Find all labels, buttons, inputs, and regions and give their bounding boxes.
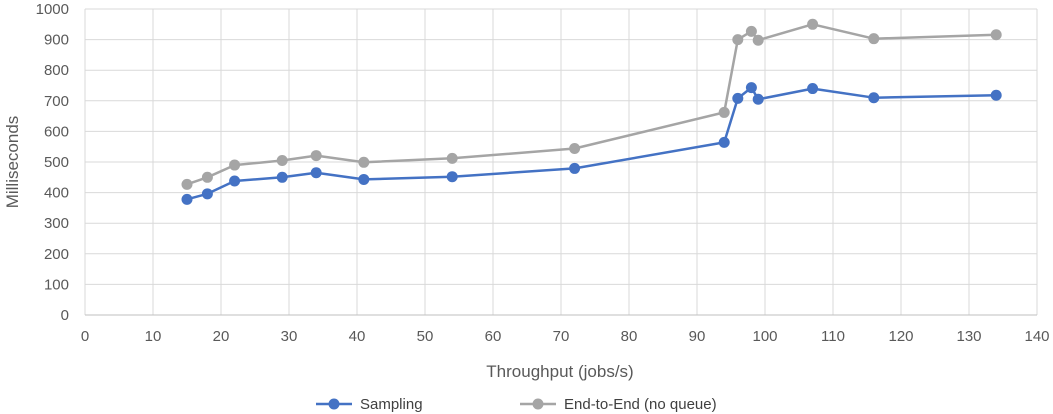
y-tick-label: 400	[44, 185, 69, 202]
gridlines	[84, 8, 1038, 315]
legend-item: Sampling	[316, 396, 423, 413]
legend-marker	[328, 398, 340, 410]
x-tick-label: 40	[349, 328, 366, 345]
data-point	[229, 159, 241, 171]
series-end-to-end	[181, 18, 1002, 190]
y-tick-label: 1000	[36, 1, 69, 18]
legend-label: Sampling	[360, 396, 423, 413]
legend-item: End-to-End (no queue)	[520, 396, 717, 413]
y-tick-label: 200	[44, 246, 69, 263]
y-tick-label: 900	[44, 32, 69, 49]
data-point	[868, 92, 880, 104]
data-point	[310, 167, 322, 179]
data-point	[446, 171, 458, 183]
x-tick-label: 90	[689, 328, 706, 345]
data-point	[446, 152, 458, 164]
x-tick-label: 70	[553, 328, 570, 345]
y-tick-label: 700	[44, 93, 69, 110]
x-tick-label: 110	[821, 328, 845, 345]
x-tick-label: 130	[956, 328, 981, 345]
data-point	[310, 150, 322, 162]
series	[181, 18, 1002, 205]
data-point	[358, 173, 370, 185]
x-tick-label: 20	[213, 328, 230, 345]
data-point	[201, 188, 213, 200]
x-tick-label: 100	[752, 328, 777, 345]
data-point	[718, 106, 730, 118]
x-tick-label: 10	[145, 328, 162, 345]
data-point	[752, 93, 764, 105]
data-point	[569, 162, 581, 174]
axes: 0 100 200 300 400 500 600 700 800 900 1000 0 10 20 30 4…	[36, 1, 1050, 345]
data-point	[276, 171, 288, 183]
x-axis-title: Throughput (jobs/s)	[486, 362, 633, 381]
y-tick-label: 0	[61, 307, 69, 324]
data-point	[745, 25, 757, 37]
x-tick-label: 0	[81, 328, 89, 345]
y-axis-title: Milliseconds	[3, 116, 22, 209]
data-point	[718, 136, 730, 148]
data-point	[868, 33, 880, 45]
data-point	[181, 178, 193, 190]
data-point	[201, 171, 213, 183]
data-point	[569, 143, 581, 155]
data-point	[276, 154, 288, 166]
legend-label: End-to-End (no queue)	[564, 396, 717, 413]
x-tick-label: 50	[417, 328, 434, 345]
data-point	[807, 83, 819, 95]
data-point	[732, 92, 744, 104]
data-point	[745, 82, 757, 94]
data-point	[752, 34, 764, 46]
data-point	[358, 156, 370, 168]
x-tick-label: 120	[888, 328, 913, 345]
data-point	[990, 89, 1002, 101]
series-sampling	[181, 82, 1002, 205]
data-point	[732, 34, 744, 46]
y-tick-label: 100	[44, 276, 69, 293]
y-tick-label: 500	[44, 154, 69, 171]
y-tick-label: 600	[44, 123, 69, 140]
data-point	[181, 193, 193, 205]
series-line	[186, 23, 997, 186]
x-tick-label: 140	[1024, 328, 1049, 345]
x-tick-label: 60	[485, 328, 502, 345]
legend: Sampling End-to-End (no queue)	[316, 396, 717, 413]
x-tick-label: 30	[281, 328, 298, 345]
data-point	[229, 175, 241, 187]
data-point	[807, 18, 819, 30]
x-tick-label: 80	[621, 328, 638, 345]
legend-marker	[532, 398, 544, 410]
data-point	[990, 29, 1002, 41]
y-tick-label: 800	[44, 62, 69, 79]
y-tick-label: 300	[44, 215, 69, 232]
